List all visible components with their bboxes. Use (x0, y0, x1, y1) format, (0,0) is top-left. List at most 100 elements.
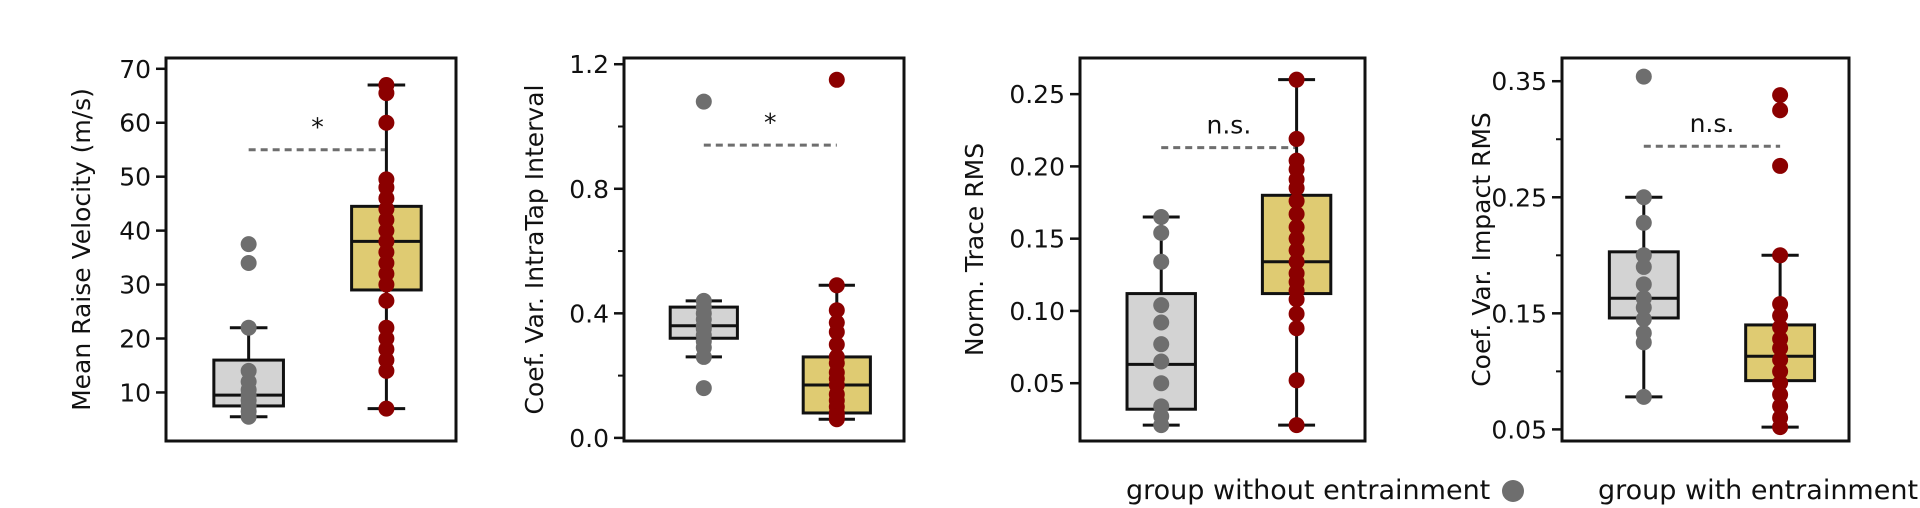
y-tick-label: 30 (119, 271, 151, 300)
data-point (1288, 372, 1305, 389)
y-tick-label: 60 (119, 109, 151, 138)
y-axis-label: Mean Raise Velocity (m/s) (67, 88, 96, 411)
data-point (828, 71, 845, 88)
legend-with: group with entrainment (1598, 474, 1918, 506)
y-tick-label: 0.05 (1009, 369, 1065, 398)
significance-label: * (311, 113, 324, 142)
data-point (1772, 398, 1789, 415)
legend-with-label: group with entrainment (1598, 475, 1919, 506)
y-tick-label: 0.35 (1491, 67, 1547, 96)
data-point (1772, 351, 1789, 368)
data-point (1153, 253, 1170, 270)
legend-without-label: group without entrainment (1126, 475, 1491, 506)
data-point (1772, 409, 1789, 426)
data-point (240, 236, 257, 253)
data-point (378, 171, 395, 188)
data-point (1772, 386, 1789, 403)
axes-frame (1560, 56, 1851, 443)
data-point (1288, 265, 1305, 282)
data-point (1153, 398, 1170, 415)
data-point (695, 292, 712, 309)
data-point (1288, 230, 1305, 247)
y-tick-label: 10 (119, 378, 151, 407)
data-point (828, 348, 845, 365)
chart-panel-2: * 0.0 0.4 0.8 1.2 Coef. Var. IntraTap Interva… (520, 50, 906, 453)
data-point (1288, 152, 1305, 169)
y-tick-label: 0.25 (1009, 80, 1065, 109)
data-point (1772, 330, 1789, 347)
data-point (828, 314, 845, 331)
y-tick-label: 0.0 (569, 424, 609, 453)
data-point (1635, 311, 1652, 328)
y-axis-label: Norm. Trace RMS (960, 143, 989, 356)
data-point (828, 302, 845, 319)
series-with (801, 71, 872, 428)
data-point (1635, 388, 1652, 405)
significance-label: n.s. (1207, 111, 1252, 140)
series-without (1125, 208, 1197, 434)
legend-without: group without entrainment (1126, 474, 1525, 506)
data-point (1153, 314, 1170, 331)
data-point (695, 93, 712, 110)
series-without (212, 236, 285, 425)
data-point (1772, 102, 1789, 119)
data-point (240, 254, 257, 271)
data-point (1772, 157, 1789, 174)
data-point (828, 277, 845, 294)
y-tick-label: 0.15 (1491, 299, 1547, 328)
box-plot-figure: * 10 20 30 40 50 60 70 Mean Raise Velocity (m/s)… (67, 50, 1851, 453)
y-tick-label: 50 (119, 163, 151, 192)
data-point (1288, 71, 1305, 88)
data-point (1288, 242, 1305, 259)
data-point (1153, 336, 1170, 353)
series-with (350, 76, 423, 417)
data-point (378, 292, 395, 309)
series-with (1744, 87, 1817, 436)
data-point (1288, 130, 1305, 147)
chart-panel-3: n.s. 0.05 0.10 0.15 0.20 0.25 Norm. Trace RMS (960, 56, 1367, 443)
data-point (240, 362, 257, 379)
y-axis-label: Coef. Var. Impact RMS (1467, 112, 1496, 387)
data-point (1635, 290, 1652, 307)
data-point (1153, 224, 1170, 241)
data-point (1153, 375, 1170, 392)
data-point (378, 400, 395, 417)
data-point (1288, 206, 1305, 223)
data-point (1288, 193, 1305, 210)
y-tick-label: 20 (119, 325, 151, 354)
data-point (1772, 296, 1789, 313)
data-point (1288, 305, 1305, 322)
series-without (668, 93, 739, 397)
chart-panel-4: n.s. 0.05 0.15 0.25 0.35 Coef. Var. Impact RM… (1467, 56, 1851, 444)
y-tick-label: 70 (119, 55, 151, 84)
data-point (1153, 297, 1170, 314)
axes-frame (622, 56, 906, 443)
data-point (1288, 417, 1305, 434)
y-tick-label: 0.8 (569, 175, 609, 204)
y-tick-label: 0.20 (1009, 152, 1065, 181)
data-point (1772, 247, 1789, 264)
series-with (1260, 71, 1333, 434)
significance-label: n.s. (1690, 109, 1735, 138)
axes-frame (164, 56, 458, 443)
data-point (1635, 214, 1652, 231)
y-tick-label: 40 (119, 217, 151, 246)
y-tick-label: 0.4 (569, 299, 609, 328)
y-axis-label: Coef. Var. IntraTap Interval (520, 85, 549, 415)
data-point (1635, 247, 1652, 264)
y-tick-label: 1.2 (569, 50, 609, 79)
y-tick-label: 0.15 (1009, 225, 1065, 254)
y-tick-label: 0.05 (1491, 415, 1547, 444)
data-point (378, 114, 395, 131)
y-tick-label: 0.10 (1009, 297, 1065, 326)
data-point (1153, 353, 1170, 370)
data-point (240, 319, 257, 336)
data-point (378, 76, 395, 93)
significance-label: * (764, 108, 777, 137)
data-point (378, 319, 395, 336)
data-point (1635, 276, 1652, 293)
axes-frame (1078, 56, 1367, 443)
data-point (1635, 189, 1652, 206)
data-point (1772, 363, 1789, 380)
data-point (1772, 374, 1789, 391)
